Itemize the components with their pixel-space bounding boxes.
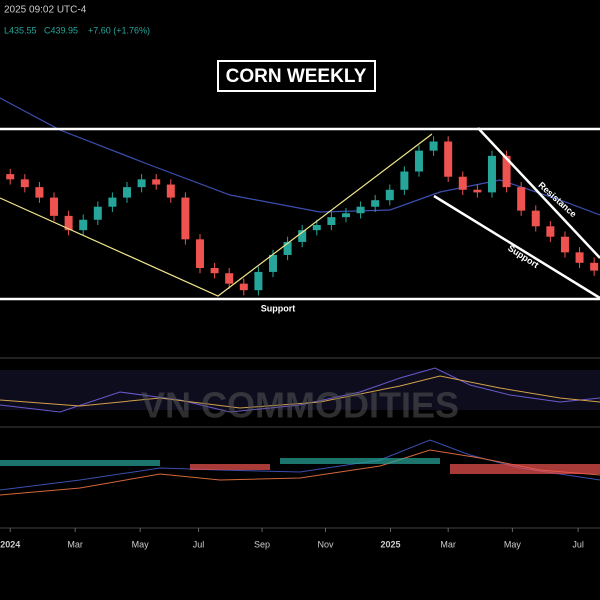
candle-body <box>429 141 438 151</box>
candle-body <box>356 206 365 214</box>
moving-average <box>0 97 600 216</box>
candle-body <box>137 179 146 188</box>
candle-body <box>400 171 409 190</box>
candle-body <box>502 155 511 188</box>
candle-body <box>560 236 569 253</box>
candle-body <box>298 230 307 242</box>
x-axis: 2024 Mar May Jul Sep Nov 2025 Mar May Jul <box>0 528 584 549</box>
candle-body <box>312 224 321 231</box>
title-box <box>217 60 376 92</box>
candle-body <box>327 217 336 225</box>
candle-body <box>283 241 292 255</box>
candle-body <box>517 187 526 211</box>
candle-body <box>371 200 380 207</box>
x-tick-label: 2025 <box>380 539 400 549</box>
candle-body <box>166 184 175 198</box>
candle-body <box>79 219 88 231</box>
candle-body <box>414 150 423 172</box>
x-tick-label: Mar <box>67 539 83 549</box>
x-tick-label: Mar <box>440 539 456 549</box>
x-tick-label: May <box>504 539 522 549</box>
rsi-line <box>0 367 600 413</box>
candle-body <box>239 283 248 291</box>
x-tick-label: Jul <box>572 539 584 549</box>
rsi-average <box>0 375 600 409</box>
candle-body <box>196 239 204 269</box>
candle-body <box>20 179 29 188</box>
candle-body <box>64 215 73 231</box>
candle-body <box>341 213 350 218</box>
trend-line <box>0 133 433 297</box>
x-tick-label: Jul <box>193 539 205 549</box>
histogram-bars <box>0 460 160 466</box>
candle-body <box>93 206 102 220</box>
candle-body <box>487 155 496 193</box>
histogram-bars <box>280 458 440 464</box>
x-tick-label: Sep <box>254 539 270 549</box>
candle-body <box>35 187 44 198</box>
candle-body <box>6 174 15 180</box>
chart-title: CORN WEEKLY <box>226 66 367 87</box>
candle-body <box>152 179 161 185</box>
close-label: C439.95 <box>44 25 78 35</box>
candles <box>6 136 599 296</box>
x-tick-label: Nov <box>318 539 335 549</box>
histogram-bars <box>190 464 270 470</box>
candle-body <box>575 252 584 263</box>
histogram-bars <box>450 464 600 474</box>
candle-body <box>210 268 219 274</box>
candle-body <box>254 271 263 291</box>
x-tick-label: 2024 <box>0 539 20 549</box>
candle-body <box>385 189 394 201</box>
x-tick-label: May <box>132 539 150 549</box>
candle-body <box>181 197 190 240</box>
candle-body <box>444 141 453 177</box>
histogram <box>0 458 600 474</box>
candle-body <box>108 197 117 207</box>
resistance-line <box>477 127 600 259</box>
low-label: L435.55 <box>4 25 37 35</box>
candle-body <box>268 254 277 272</box>
support-line <box>433 194 600 300</box>
candle-body <box>225 273 234 284</box>
candle-body <box>123 187 132 198</box>
candle-body <box>50 197 59 216</box>
candle-body <box>473 189 482 193</box>
header-time: 2025 09:02 UTC-4 <box>4 5 87 16</box>
annotation: Support <box>261 303 296 313</box>
change-label: +7.60 (+1.76%) <box>88 25 150 35</box>
candle-body <box>458 176 467 190</box>
candle-body <box>590 262 599 271</box>
candle-body <box>531 210 540 227</box>
candle-body <box>546 226 555 237</box>
watermark: VN COMMODITIES <box>141 385 459 426</box>
